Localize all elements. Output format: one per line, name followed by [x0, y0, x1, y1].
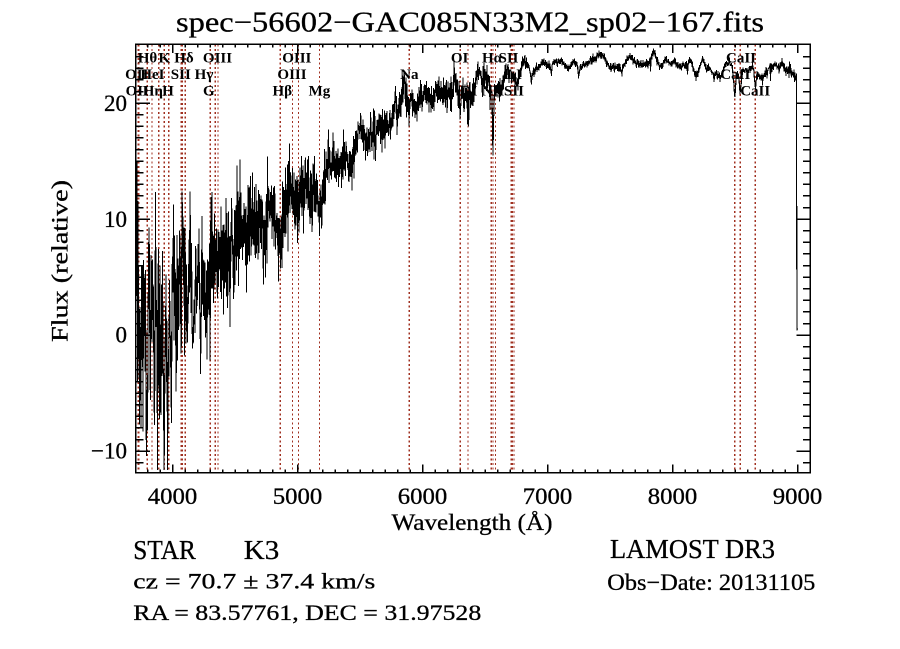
svg-text:cz = 70.7 ± 37.4 km/s: cz = 70.7 ± 37.4 km/s: [133, 569, 375, 594]
svg-text:Hη: Hη: [143, 84, 163, 100]
svg-text:10: 10: [104, 207, 127, 232]
svg-text:OIII: OIII: [203, 51, 232, 67]
svg-text:NII: NII: [482, 84, 505, 100]
svg-text:Hδ: Hδ: [174, 51, 194, 67]
svg-text:Hγ: Hγ: [195, 67, 214, 83]
svg-text:H: H: [162, 84, 174, 100]
svg-text:Obs−Date: 20131105: Obs−Date: 20131105: [607, 570, 815, 595]
svg-text:5000: 5000: [273, 484, 323, 509]
svg-text:4000: 4000: [148, 484, 198, 509]
svg-text:STAR: STAR: [133, 534, 196, 565]
svg-text:0: 0: [116, 323, 128, 348]
svg-text:7000: 7000: [523, 484, 573, 509]
svg-text:Flux (relative): Flux (relative): [48, 180, 74, 342]
svg-text:CaII: CaII: [740, 84, 770, 100]
svg-text:Hθ: Hθ: [138, 51, 158, 67]
svg-text:OII: OII: [126, 84, 150, 100]
svg-text:8000: 8000: [648, 484, 698, 509]
svg-text:HeI: HeI: [140, 67, 164, 83]
svg-text:OI: OI: [460, 84, 478, 100]
svg-text:LAMOST DR3: LAMOST DR3: [610, 533, 775, 564]
svg-text:−10: −10: [91, 439, 127, 464]
svg-text:LI: LI: [506, 67, 522, 83]
svg-text:OIII: OIII: [277, 67, 306, 83]
svg-text:SII: SII: [171, 67, 191, 83]
svg-text:SII: SII: [498, 51, 518, 67]
svg-text:SII: SII: [504, 84, 524, 100]
svg-text:Hα: Hα: [482, 51, 503, 67]
svg-text:K: K: [158, 51, 170, 67]
svg-text:Mg: Mg: [309, 84, 331, 100]
svg-text:6000: 6000: [398, 484, 448, 509]
svg-text:Hβ: Hβ: [273, 84, 293, 100]
svg-text:9000: 9000: [773, 484, 823, 509]
svg-text:CaII: CaII: [726, 51, 756, 67]
svg-text:OII: OII: [125, 67, 149, 83]
svg-text:OI: OI: [451, 51, 469, 67]
svg-text:spec−56602−GAC085N33M2_sp02−16: spec−56602−GAC085N33M2_sp02−167.fits: [176, 8, 764, 39]
svg-text:OIII: OIII: [282, 51, 311, 67]
svg-text:20: 20: [104, 91, 127, 116]
svg-text:Wavelength (Å): Wavelength (Å): [392, 510, 553, 536]
svg-text:G: G: [203, 84, 215, 100]
svg-text:RA = 83.57761, DEC = 31.9752: RA = 83.57761, DEC = 31.97528: [133, 600, 481, 625]
svg-text:Na: Na: [400, 67, 419, 83]
svg-text:K3: K3: [244, 534, 279, 565]
svg-text:CaII: CaII: [720, 67, 750, 83]
